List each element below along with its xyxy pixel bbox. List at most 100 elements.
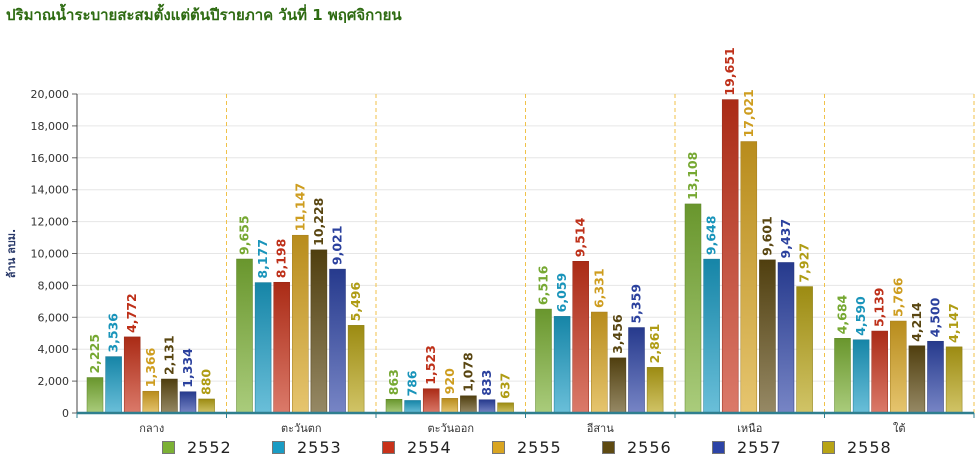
bar (478, 399, 496, 414)
x-tick-label: ใต้ (893, 422, 906, 435)
data-label: 786 (405, 370, 420, 396)
y-tick-label: 6,000 (38, 311, 70, 324)
data-label: 920 (442, 368, 457, 394)
bar (105, 356, 122, 414)
legend-item[interactable]: 2556 (602, 438, 712, 457)
data-label: 9,437 (778, 219, 793, 259)
data-label: 4,214 (909, 302, 924, 342)
data-label: 8,177 (255, 239, 270, 279)
legend-swatch (162, 441, 175, 454)
bar (385, 398, 403, 414)
bar (460, 395, 477, 414)
y-tick-label: 2,000 (38, 375, 70, 388)
data-label: 4,772 (124, 293, 139, 333)
chart-legend: 2552 2553 2554 2555 2556 2557 2558 (162, 438, 932, 457)
bar (254, 282, 272, 414)
bar (834, 338, 851, 414)
y-tick-label: 0 (62, 407, 69, 420)
y-tick-label: 14,000 (31, 184, 70, 197)
bar (721, 99, 739, 414)
x-tick-label: ตะวันออก (427, 422, 474, 435)
y-tick-label: 18,000 (31, 120, 70, 133)
bar (329, 268, 346, 414)
bar (142, 390, 160, 414)
legend-item[interactable]: 2554 (382, 438, 492, 457)
bar (796, 286, 813, 414)
x-tick-label: กลาง (139, 422, 164, 435)
data-label: 2,225 (87, 334, 102, 374)
legend-swatch (712, 441, 725, 454)
bar (871, 330, 888, 414)
bar (123, 336, 141, 414)
bar (236, 258, 253, 414)
bar (927, 340, 944, 414)
data-label: 3,536 (106, 313, 121, 353)
y-tick-label: 10,000 (31, 248, 70, 261)
legend-label: 2555 (517, 438, 562, 457)
legend-label: 2557 (737, 438, 782, 457)
legend-item[interactable]: 2552 (162, 438, 272, 457)
bar (628, 327, 645, 414)
legend-swatch (602, 441, 615, 454)
y-tick-label: 12,000 (31, 216, 70, 229)
data-label: 1,334 (180, 348, 195, 388)
legend-swatch (492, 441, 505, 454)
bar (890, 320, 907, 414)
bar (310, 249, 328, 414)
bar (684, 203, 702, 414)
legend-item[interactable]: 2557 (712, 438, 822, 457)
data-label: 5,766 (890, 277, 905, 317)
data-label: 1,523 (423, 345, 438, 385)
bar (759, 259, 776, 414)
data-label: 9,655 (237, 215, 252, 255)
data-label: 6,331 (591, 268, 606, 308)
legend-item[interactable]: 2555 (492, 438, 602, 457)
data-label: 13,108 (685, 152, 700, 200)
legend-label: 2552 (187, 438, 232, 457)
legend-label: 2558 (847, 438, 892, 457)
data-label: 1,078 (460, 352, 475, 392)
legend-item[interactable]: 2553 (272, 438, 382, 457)
bar (852, 339, 870, 414)
legend-item[interactable]: 2558 (822, 438, 932, 457)
bar (404, 400, 421, 414)
x-tick-label: อีสาน (586, 422, 614, 435)
bar (179, 391, 197, 414)
legend-label: 2553 (297, 438, 342, 457)
y-tick-label: 8,000 (38, 279, 70, 292)
data-label: 863 (386, 369, 401, 395)
data-label: 10,228 (311, 198, 326, 246)
bar (591, 311, 608, 414)
bar (441, 398, 459, 414)
data-label: 17,021 (741, 89, 756, 137)
data-label: 6,516 (536, 265, 551, 305)
data-label: 4,684 (835, 294, 850, 334)
bar (609, 357, 627, 414)
bar (572, 261, 589, 414)
data-label: 6,059 (554, 273, 569, 313)
bar (422, 388, 440, 414)
legend-swatch (822, 441, 835, 454)
data-label: 4,500 (928, 297, 943, 337)
data-label: 1,366 (143, 347, 158, 387)
y-tick-label: 20,000 (31, 88, 70, 101)
bar (553, 316, 571, 414)
bar (292, 234, 309, 414)
data-label: 637 (498, 373, 513, 399)
bar (198, 398, 215, 414)
data-label: 2,861 (647, 324, 662, 364)
data-label: 9,648 (704, 216, 719, 256)
data-label: 5,359 (629, 284, 644, 324)
data-label: 9,514 (573, 217, 588, 257)
bar (945, 346, 963, 414)
data-label: 880 (199, 369, 214, 395)
chart-title: ปริมาณน้ำระบายสะสมตั้งแต่ต้นปีรายภาค วัน… (6, 6, 402, 24)
data-label: 8,198 (274, 239, 289, 279)
data-label: 11,147 (292, 183, 307, 231)
y-tick-label: 16,000 (31, 152, 70, 165)
bar (86, 377, 104, 414)
data-label: 4,147 (946, 303, 961, 343)
data-label: 9,601 (759, 216, 774, 256)
legend-label: 2556 (627, 438, 672, 457)
